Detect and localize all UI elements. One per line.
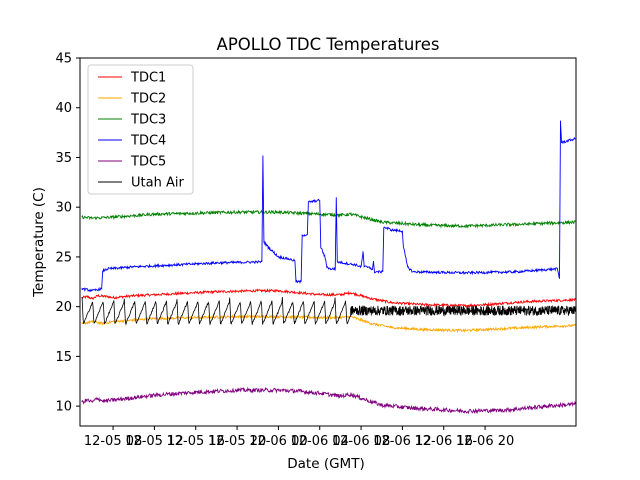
legend-label-tdc2: TDC2	[130, 92, 166, 107]
x-tick-label: 12-06 12	[373, 434, 431, 449]
y-tick-label: 45	[55, 52, 72, 67]
x-tick-label: 12-06 08	[332, 434, 390, 449]
series-line-tdc1	[81, 288, 576, 308]
series-line-tdc4	[81, 120, 576, 293]
y-tick-label: 20	[55, 300, 72, 315]
x-axis-label: Date (GMT)	[287, 456, 364, 472]
legend-frame	[87, 64, 194, 195]
legend-label-utah-air: Utah Air	[131, 176, 184, 191]
y-tick-label: 15	[55, 350, 72, 365]
y-axis-label: Temperature (C)	[31, 187, 47, 298]
series-line-utah-air	[81, 296, 576, 326]
x-tick-label: 12-05 16	[167, 434, 225, 449]
y-tick-label: 25	[55, 250, 72, 265]
y-tick-label: 10	[55, 400, 72, 415]
x-tick-label: 12-05 08	[84, 434, 142, 449]
series-line-tdc5	[81, 386, 576, 415]
plot-area	[79, 57, 577, 427]
x-tick-label: 12-06 04	[291, 434, 349, 449]
legend: TDC1 TDC2 TDC3 TDC4 TDC5 Utah Air	[87, 64, 194, 195]
legend-label-tdc5: TDC5	[130, 155, 166, 170]
x-tick-label: 12-05 12	[125, 434, 183, 449]
legend-label-tdc4: TDC4	[130, 134, 166, 149]
legend-label-tdc3: TDC3	[130, 113, 166, 128]
x-tick-label: 12-05 20	[208, 434, 266, 449]
x-tick-label: 12-06 00	[249, 434, 307, 449]
chart-title: APOLLO TDC Temperatures	[217, 35, 440, 54]
x-tick-label: 12-06 20	[456, 434, 514, 449]
series-line-tdc3	[81, 209, 576, 229]
y-tick-label: 35	[55, 151, 72, 166]
series-layer	[81, 120, 576, 415]
x-tick-label: 12-06 16	[415, 434, 473, 449]
y-tick-label: 30	[55, 201, 72, 216]
y-tick-label: 40	[55, 101, 72, 116]
plot-frame	[79, 57, 577, 427]
legend-label-tdc1: TDC1	[130, 71, 166, 86]
y-axis: 10 15 20 25 30 35 40 45	[55, 52, 80, 415]
